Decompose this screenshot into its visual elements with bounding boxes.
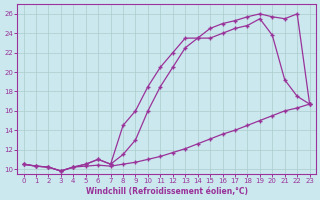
X-axis label: Windchill (Refroidissement éolien,°C): Windchill (Refroidissement éolien,°C) — [85, 187, 248, 196]
